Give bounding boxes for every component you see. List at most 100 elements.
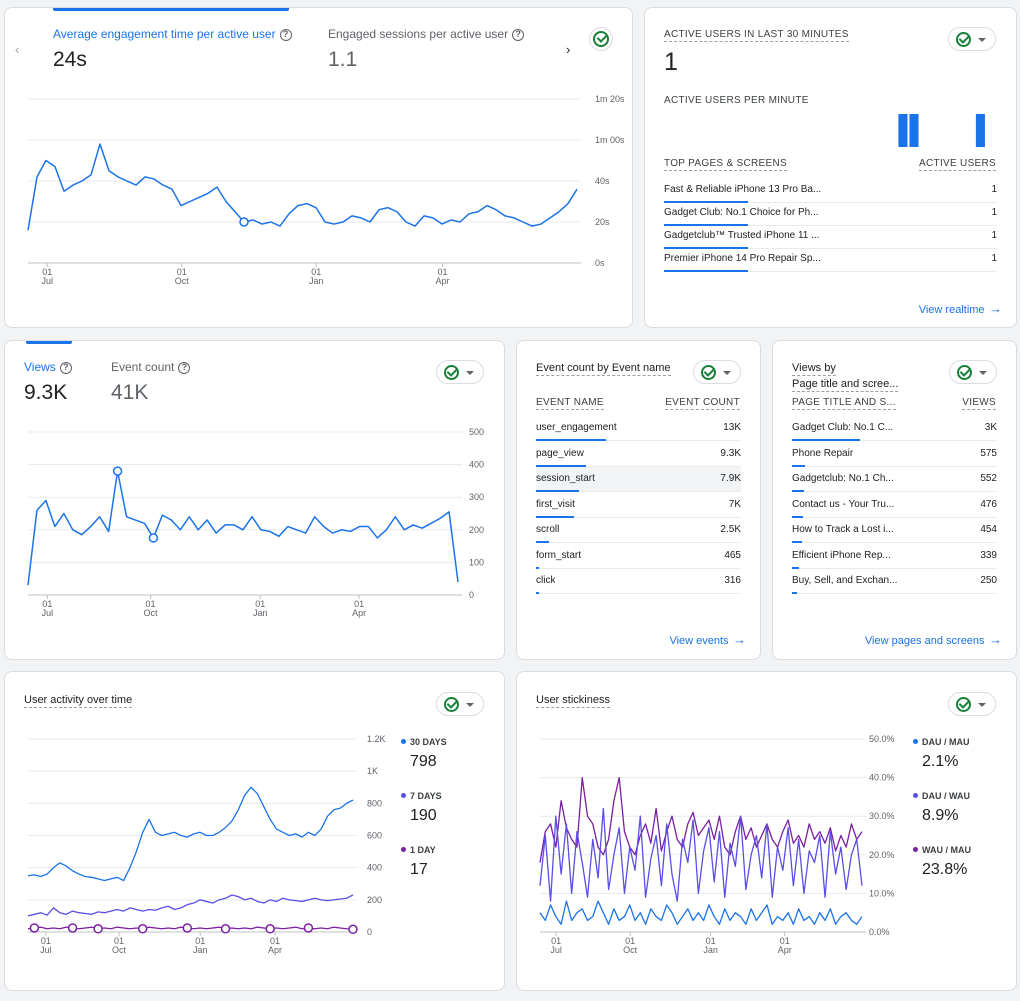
- table-row[interactable]: Efficient iPhone Rep... 339: [792, 544, 997, 569]
- table-row[interactable]: click 316: [536, 569, 741, 594]
- per-minute-chart: [898, 114, 985, 147]
- annotation-marker[interactable]: [93, 924, 103, 934]
- tab-event-count[interactable]: Event count? 41K: [111, 358, 191, 405]
- annotation-marker[interactable]: [112, 466, 123, 476]
- data-quality-button[interactable]: [589, 27, 613, 51]
- minute-bar[interactable]: [975, 114, 985, 147]
- x-tick-label: Jan: [703, 945, 718, 955]
- y-tick-label: 1K: [367, 766, 378, 776]
- pages-title-line2: Page title and scree...: [792, 378, 899, 392]
- legend-value: 17: [410, 861, 428, 878]
- table-row[interactable]: Phone Repair 575: [792, 442, 997, 467]
- row-label: session_start: [536, 473, 595, 484]
- row-value: 13K: [723, 422, 741, 433]
- annotation-marker[interactable]: [67, 923, 78, 933]
- legend-item[interactable]: 1 DAY 17: [401, 840, 436, 879]
- table-row[interactable]: Fast & Reliable iPhone 13 Pro Ba... 1: [664, 178, 997, 203]
- share-bar: [792, 541, 803, 543]
- x-tick-label: Apr: [268, 945, 282, 955]
- check-circle-icon: [956, 697, 971, 712]
- row-label: Fast & Reliable iPhone 13 Pro Ba...: [664, 184, 822, 195]
- y-tick-label: 0s: [595, 258, 605, 268]
- tab-label: Engaged sessions per active user: [328, 27, 509, 41]
- help-icon[interactable]: ?: [178, 362, 191, 374]
- table-row[interactable]: user_engagement 13K: [536, 416, 741, 441]
- annotation-marker[interactable]: [239, 217, 249, 227]
- view-events-link[interactable]: View events →: [669, 631, 746, 649]
- table-row[interactable]: form_start 465: [536, 544, 741, 569]
- tab-value: 24s: [53, 48, 87, 71]
- table-row[interactable]: Gadgetclub: No.1 Ch... 552: [792, 467, 997, 492]
- legend-item[interactable]: 7 DAYS 190: [401, 786, 442, 825]
- row-value: 1: [991, 230, 997, 241]
- row-value: 1: [991, 253, 997, 264]
- legend-dot-icon: [913, 793, 918, 798]
- caret-down-icon: [978, 38, 986, 42]
- view-realtime-link[interactable]: View realtime →: [919, 300, 1002, 318]
- annotation-marker[interactable]: [220, 924, 231, 934]
- legend-value: 8.9%: [922, 807, 959, 824]
- table-row[interactable]: session_start 7.9K: [536, 467, 741, 492]
- chevron-right-icon[interactable]: ›: [566, 42, 571, 57]
- data-quality-button[interactable]: [693, 360, 741, 384]
- legend-item[interactable]: WAU / MAU 23.8%: [913, 840, 971, 879]
- share-bar: [664, 247, 748, 249]
- minute-bar[interactable]: [909, 114, 919, 147]
- table-row[interactable]: Gadgetclub™ Trusted iPhone 11 ... 1: [664, 224, 997, 249]
- legend-value: 2.1%: [922, 753, 959, 770]
- tab-engagement-time[interactable]: Average engagement time per active user?…: [53, 25, 292, 72]
- table-row[interactable]: page_view 9.3K: [536, 442, 741, 467]
- help-icon[interactable]: ?: [279, 29, 292, 41]
- series-wau-mau: [539, 776, 863, 863]
- legend-dot-icon: [401, 793, 406, 798]
- annotation-marker[interactable]: [348, 924, 358, 935]
- row-label: Gadgetclub™ Trusted iPhone 11 ...: [664, 230, 820, 241]
- table-header-left: TOP PAGES & SCREENS: [664, 158, 787, 171]
- x-tick-label: 01: [41, 936, 51, 946]
- table-row[interactable]: Premier iPhone 14 Pro Repair Sp... 1: [664, 247, 997, 272]
- legend-item[interactable]: DAU / MAU 2.1%: [913, 732, 970, 771]
- help-icon[interactable]: ?: [512, 29, 525, 41]
- legend-item[interactable]: DAU / WAU 8.9%: [913, 786, 970, 825]
- annotation-marker[interactable]: [29, 923, 40, 933]
- row-label: page_view: [536, 447, 584, 459]
- tab-engaged-sessions[interactable]: Engaged sessions per active user? 1.1: [328, 25, 525, 72]
- series-30-days: [27, 786, 354, 882]
- data-quality-button[interactable]: [436, 692, 484, 716]
- tab-views[interactable]: Views? 9.3K: [24, 358, 72, 405]
- data-quality-button[interactable]: [949, 360, 997, 384]
- table-row[interactable]: scroll 2.5K: [536, 518, 741, 543]
- x-tick-label: Oct: [175, 276, 190, 286]
- legend-dot-icon: [401, 739, 406, 744]
- x-tick-label: 01: [625, 936, 635, 946]
- annotation-marker[interactable]: [303, 923, 314, 933]
- share-bar: [536, 592, 539, 594]
- row-value: 339: [980, 549, 997, 561]
- check-circle-icon: [701, 365, 716, 380]
- share-bar: [792, 566, 800, 569]
- table-row[interactable]: How to Track a Lost i... 454: [792, 518, 997, 543]
- data-quality-button[interactable]: [948, 27, 996, 51]
- chevron-left-icon[interactable]: ‹: [15, 42, 20, 57]
- y-tick-label: 300: [469, 492, 484, 502]
- table-row[interactable]: Contact us - Your Tru... 476: [792, 493, 997, 518]
- annotation-marker[interactable]: [265, 924, 275, 934]
- annotation-marker[interactable]: [148, 533, 159, 543]
- minute-bar[interactable]: [898, 114, 908, 147]
- x-tick-label: Jan: [309, 276, 324, 286]
- legend-item[interactable]: 30 DAYS 798: [401, 732, 447, 771]
- table-row[interactable]: Buy, Sell, and Exchan... 250: [792, 569, 997, 594]
- help-icon[interactable]: ?: [59, 362, 72, 374]
- data-quality-button[interactable]: [436, 360, 484, 384]
- table-row[interactable]: Gadget Club: No.1 Choice for Ph... 1: [664, 201, 997, 226]
- y-tick-label: 800: [367, 798, 382, 808]
- share-bar: [536, 541, 550, 543]
- table-row[interactable]: Gadget Club: No.1 C... 3K: [792, 416, 997, 441]
- annotation-marker[interactable]: [137, 924, 148, 934]
- row-value: 7K: [728, 498, 741, 510]
- view-pages-link[interactable]: View pages and screens →: [865, 631, 1002, 649]
- arrow-right-icon: →: [989, 632, 1002, 647]
- table-row[interactable]: first_visit 7K: [536, 493, 741, 518]
- data-quality-button[interactable]: [948, 692, 996, 716]
- annotation-marker[interactable]: [182, 923, 193, 933]
